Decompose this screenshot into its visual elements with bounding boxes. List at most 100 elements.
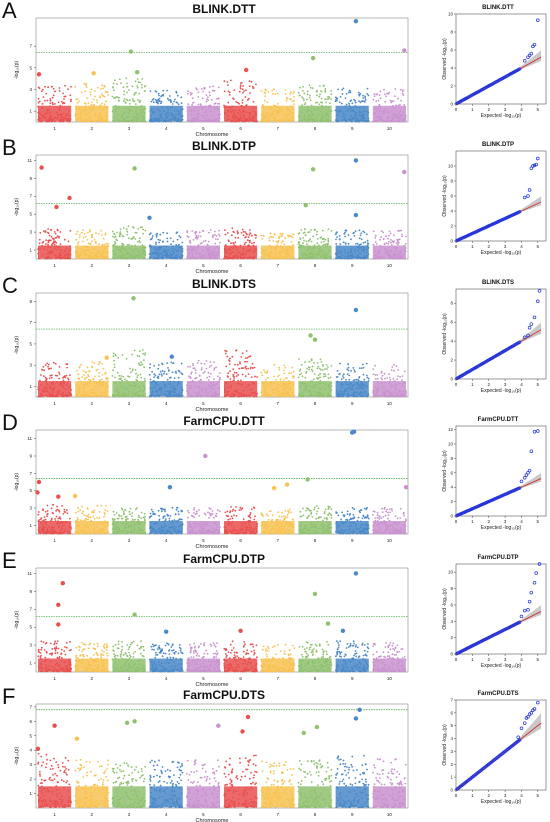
snp-point bbox=[226, 232, 229, 234]
snp-point bbox=[162, 231, 165, 234]
snp-point bbox=[79, 234, 81, 236]
snp-point bbox=[45, 379, 48, 382]
snp-point bbox=[386, 92, 388, 95]
snp-band bbox=[372, 245, 406, 259]
snp-point bbox=[251, 85, 254, 88]
snp-point bbox=[133, 349, 136, 352]
snp-point bbox=[178, 235, 181, 237]
snp-point bbox=[107, 94, 110, 96]
chromosome-tick-label: 5 bbox=[202, 126, 205, 131]
snp-point bbox=[59, 243, 62, 245]
snp-point bbox=[383, 88, 385, 91]
snp-point bbox=[153, 376, 156, 379]
snp-point bbox=[114, 354, 117, 357]
snp-point bbox=[198, 231, 201, 234]
snp-point bbox=[380, 377, 383, 379]
snp-point bbox=[385, 235, 387, 237]
snp-point bbox=[89, 229, 91, 232]
snp-point bbox=[134, 80, 137, 83]
snp-point bbox=[301, 375, 304, 378]
snp-point bbox=[166, 232, 169, 235]
snp-point bbox=[56, 228, 59, 231]
snp-point bbox=[200, 368, 203, 371]
snp-point bbox=[205, 367, 208, 370]
snp-point bbox=[373, 93, 376, 95]
snp-point bbox=[90, 234, 93, 237]
snp-point bbox=[276, 92, 279, 95]
snp-point bbox=[125, 357, 128, 360]
qq-points bbox=[455, 156, 540, 243]
snp-point bbox=[350, 238, 352, 241]
snp-point bbox=[290, 235, 292, 238]
snp-point bbox=[303, 239, 305, 242]
snp-point bbox=[383, 243, 386, 245]
snp-point bbox=[237, 379, 240, 382]
snp-point bbox=[401, 90, 404, 93]
x-axis-label: Chromosome bbox=[195, 407, 228, 413]
snp-point bbox=[228, 91, 231, 94]
snp-point bbox=[129, 99, 131, 102]
snp-point bbox=[381, 374, 384, 377]
snp-point bbox=[208, 231, 210, 234]
snp-point bbox=[104, 232, 107, 235]
snp-point bbox=[282, 378, 285, 381]
snp-point bbox=[101, 95, 104, 97]
snp-point bbox=[268, 239, 271, 242]
qq-point bbox=[526, 333, 530, 338]
snp-point bbox=[66, 366, 68, 369]
peak-snp bbox=[54, 204, 59, 210]
snp-point bbox=[291, 100, 294, 103]
snp-point bbox=[345, 229, 348, 232]
snp-point bbox=[293, 103, 295, 105]
snp-point bbox=[358, 367, 361, 369]
snp-point bbox=[396, 240, 399, 242]
snp-point bbox=[231, 227, 234, 230]
snp-point bbox=[240, 379, 242, 382]
snp-point bbox=[249, 241, 251, 244]
snp-point bbox=[224, 229, 226, 231]
snp-point bbox=[89, 230, 91, 233]
snp-point bbox=[244, 96, 247, 98]
peak-snp bbox=[67, 195, 72, 201]
snp-point bbox=[299, 368, 302, 371]
snp-point bbox=[100, 229, 103, 232]
snp-point bbox=[354, 100, 357, 102]
chromosome-tick-label: 10 bbox=[387, 401, 393, 406]
snp-point bbox=[215, 366, 218, 369]
chromosome-tick-label: 9 bbox=[351, 401, 354, 406]
chromosome-2-points bbox=[74, 229, 110, 260]
snp-point bbox=[213, 89, 216, 92]
snp-point bbox=[69, 94, 72, 97]
snp-point bbox=[137, 81, 140, 83]
snp-point bbox=[159, 233, 162, 236]
snp-point bbox=[380, 236, 382, 239]
snp-point bbox=[239, 86, 242, 88]
snp-point bbox=[214, 233, 216, 236]
snp-point bbox=[136, 241, 139, 243]
snp-point bbox=[166, 379, 169, 381]
snp-point bbox=[324, 98, 327, 101]
snp-point bbox=[226, 355, 229, 358]
snp-point bbox=[233, 377, 236, 379]
snp-point bbox=[247, 367, 250, 370]
panel-letter: B bbox=[2, 135, 17, 160]
qq-frame bbox=[455, 13, 547, 105]
snp-point bbox=[244, 366, 247, 369]
snp-point bbox=[374, 237, 377, 239]
snp-point bbox=[181, 241, 184, 244]
snp-point bbox=[158, 373, 161, 376]
snp-point bbox=[209, 361, 212, 363]
snp-band bbox=[38, 105, 72, 122]
snp-point bbox=[103, 84, 106, 87]
snp-point bbox=[271, 92, 274, 95]
snp-point bbox=[128, 89, 130, 91]
snp-point bbox=[387, 237, 389, 240]
snp-point bbox=[251, 242, 253, 245]
snp-point bbox=[355, 378, 358, 381]
snp-point bbox=[379, 90, 382, 93]
snp-point bbox=[104, 100, 107, 103]
snp-point bbox=[89, 379, 92, 382]
qq-y-tick-label: 0 bbox=[450, 239, 453, 244]
snp-point bbox=[218, 229, 221, 232]
